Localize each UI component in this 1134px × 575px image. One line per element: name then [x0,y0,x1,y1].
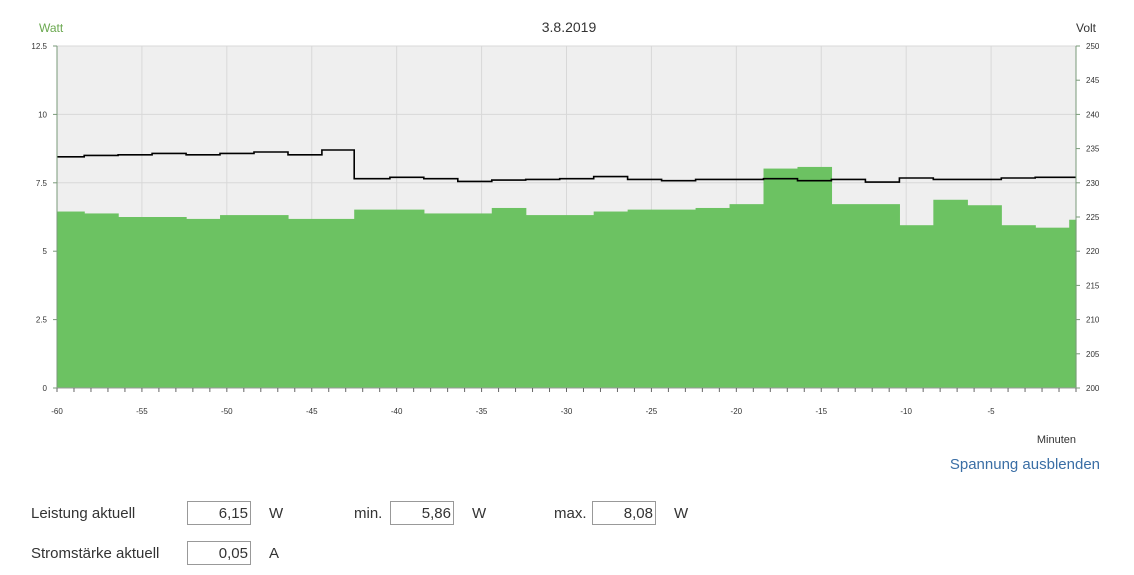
y-right-tick-label: 210 [1086,316,1100,325]
max-field: 8,08 [592,501,656,525]
power-bar [899,225,934,388]
power-voltage-chart: Watt 3.8.2019 Volt Minuten -60 -55 -50 -45-… [31,19,1100,446]
y-right-tick-label: 225 [1086,213,1100,222]
power-bar [1001,225,1036,388]
power-bar [525,215,595,388]
power-bar [84,213,119,388]
x-axis-label: Minuten [1037,434,1076,446]
x-tick-label: -55 [136,407,148,416]
power-bar [491,207,527,388]
power-bar [763,168,799,388]
y-left-tick-label: 12.5 [31,42,47,51]
power-bar [220,215,289,388]
power-bar [933,199,968,388]
power-bar [967,205,1002,388]
power-bar [186,218,221,388]
toggle-voltage-link[interactable]: Spannung ausblenden [949,456,1100,473]
power-current-label: Leistung aktuell [31,505,136,522]
x-tick-label: -35 [476,407,488,416]
x-tick-label: -45 [306,407,318,416]
y-right-tick-label: 240 [1086,110,1100,119]
x-tick-label: -40 [391,407,403,416]
max-unit: W [674,505,689,522]
current-unit: A [269,545,280,562]
y-left-tick-label: 10 [38,110,47,119]
x-tick-label: -10 [900,407,912,416]
y-left-tick-label: 7.5 [36,179,48,188]
current-field: 0,05 [187,541,251,565]
power-bar [423,213,493,388]
y-right-tick-label: 235 [1086,145,1100,154]
y-right-tick-label: 230 [1086,179,1100,188]
power-current-row: Leistung aktuell 6,15 W min. 5,86 W max.… [0,501,1134,527]
y-left-tick-label: 5 [43,247,48,256]
x-tick-label: -5 [988,407,996,416]
power-bar [729,204,765,388]
power-bar [831,204,900,388]
y-right-tick-label: 215 [1086,281,1100,290]
power-current-field: 6,15 [187,501,251,525]
x-tick-label: -15 [815,407,827,416]
y-axis-left-label: Watt [39,21,64,35]
min-label: min. [354,505,383,522]
power-bar [593,211,629,388]
x-tick-label: -20 [731,407,743,416]
y-right-tick-label: 250 [1086,42,1100,51]
y-left-tick-label: 2.5 [36,316,48,325]
power-bar [695,207,731,388]
y-right-tick-label: 245 [1086,76,1100,85]
voltage-line [57,149,1076,183]
min-unit: W [472,505,487,522]
y-axis-right-label: Volt [1076,21,1097,35]
power-bar [797,166,833,388]
power-bar [1069,219,1077,388]
max-label: max. [554,505,587,522]
y-left-tick-label: 0 [43,384,48,393]
power-bar [57,211,85,388]
y-right-tick-label: 200 [1086,384,1100,393]
power-bar [1035,227,1070,388]
power-bar [354,209,425,388]
x-tick-label: -25 [646,407,658,416]
min-field: 5,86 [390,501,454,525]
y-right-tick-label: 205 [1086,350,1100,359]
power-bar [627,209,697,388]
chart-title: 3.8.2019 [542,19,597,35]
power-unit: W [269,505,284,522]
x-tick-label: -60 [51,407,63,416]
current-label: Stromstärke aktuell [31,545,160,562]
x-tick-label: -50 [221,407,233,416]
current-row: Stromstärke aktuell 0,05 A [0,541,1134,567]
power-bar [287,218,355,388]
x-tick-label: -30 [561,407,573,416]
y-right-tick-label: 220 [1086,247,1100,256]
power-bar [118,217,187,388]
